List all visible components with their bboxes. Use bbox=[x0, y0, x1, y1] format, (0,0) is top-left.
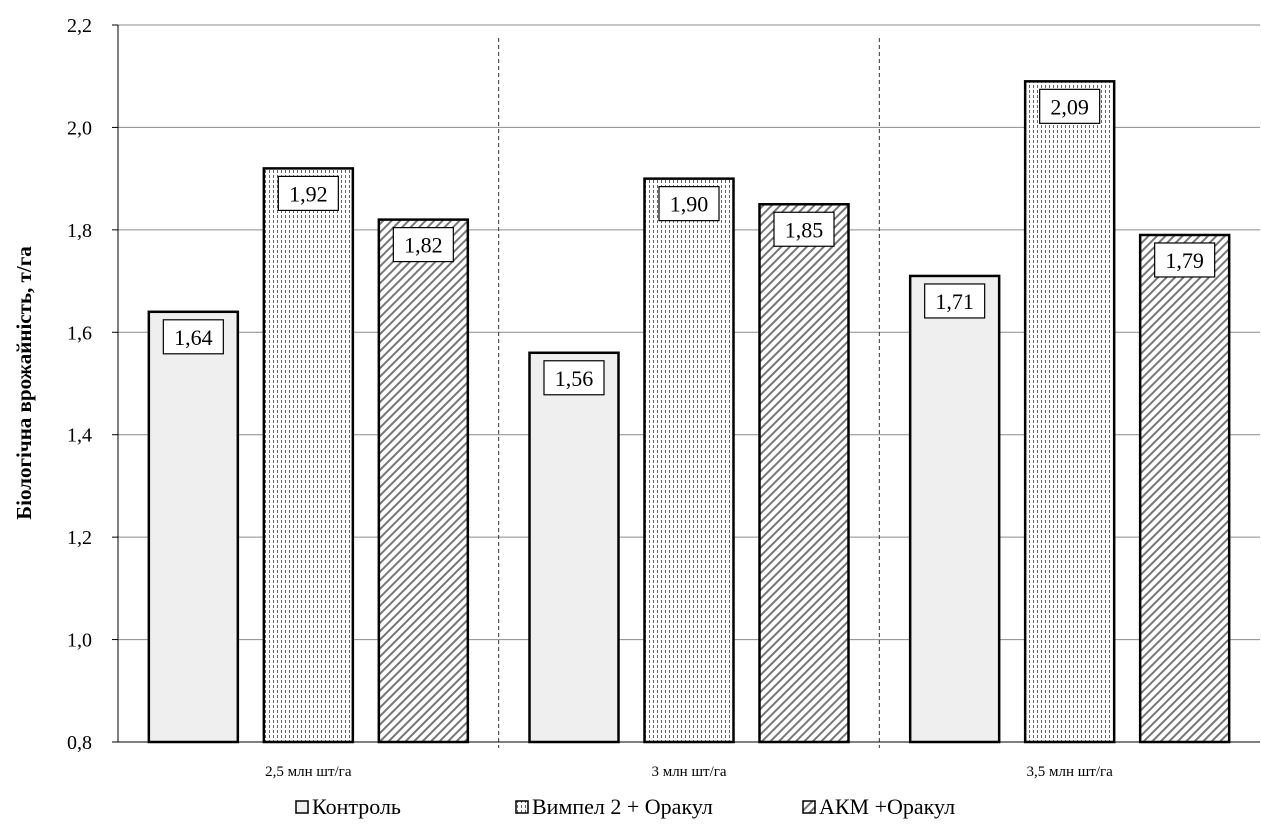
data-label-box bbox=[162, 319, 224, 355]
data-label-box bbox=[1039, 88, 1101, 124]
bar bbox=[1138, 233, 1231, 744]
bar bbox=[147, 310, 240, 744]
data-label: 2,09 bbox=[1050, 94, 1089, 119]
data-label-box bbox=[658, 186, 720, 222]
legend-label: АКМ +Оракул bbox=[819, 794, 955, 819]
data-label-box bbox=[924, 283, 986, 319]
bar bbox=[908, 274, 1001, 744]
bar bbox=[1023, 80, 1116, 744]
data-label: 1,85 bbox=[785, 217, 824, 242]
data-label-box bbox=[277, 175, 339, 211]
data-label: 1,82 bbox=[404, 233, 443, 258]
legend-swatch bbox=[515, 800, 529, 814]
y-tick-label: 1,8 bbox=[67, 220, 92, 242]
y-tick-label: 2,2 bbox=[67, 15, 92, 37]
data-label: 1,71 bbox=[935, 289, 974, 314]
y-tick-label: 0,8 bbox=[67, 732, 92, 754]
legend-label: Контроль bbox=[312, 794, 401, 819]
legend: Контроль Вимпел 2 + Оракул АКМ +Оракул bbox=[295, 794, 955, 819]
data-label-box bbox=[773, 211, 835, 247]
bar bbox=[262, 167, 355, 744]
y-tick-label: 1,6 bbox=[67, 322, 92, 344]
legend-swatch bbox=[802, 800, 816, 814]
bar bbox=[377, 218, 470, 744]
legend-swatch bbox=[295, 800, 309, 814]
data-label: 1,90 bbox=[670, 192, 709, 217]
data-labels: 1,64 1,92 1,82 1,56 1,90 1,85 1,71 2,09 1,79 bbox=[162, 88, 1216, 396]
data-label-box bbox=[543, 360, 605, 396]
y-tick-label: 1,4 bbox=[67, 425, 92, 447]
group-separators bbox=[498, 38, 880, 748]
legend-label: Вимпел 2 + Оракул bbox=[532, 794, 713, 819]
x-tick-label: 3,5 млн шт/га bbox=[1026, 764, 1113, 780]
x-tick-label: 3 млн шт/га bbox=[651, 764, 726, 780]
bar bbox=[528, 351, 620, 744]
y-tick-label: 1,2 bbox=[67, 527, 92, 549]
y-tick-label: 1,0 bbox=[67, 630, 92, 652]
data-label: 1,56 bbox=[555, 366, 594, 391]
x-tick-label: 2,5 млн шт/га bbox=[265, 764, 352, 780]
y-axis-title: Біологічна врожайність, т/га bbox=[12, 246, 36, 520]
data-label: 1,64 bbox=[174, 325, 213, 350]
bar bbox=[643, 177, 735, 744]
data-label-box bbox=[1154, 242, 1216, 278]
data-label: 1,92 bbox=[289, 181, 328, 206]
bar bbox=[758, 203, 850, 744]
bars bbox=[147, 80, 1231, 744]
data-label: 1,79 bbox=[1165, 248, 1204, 273]
data-label-box bbox=[392, 227, 454, 263]
y-tick-label: 2,0 bbox=[67, 117, 92, 139]
